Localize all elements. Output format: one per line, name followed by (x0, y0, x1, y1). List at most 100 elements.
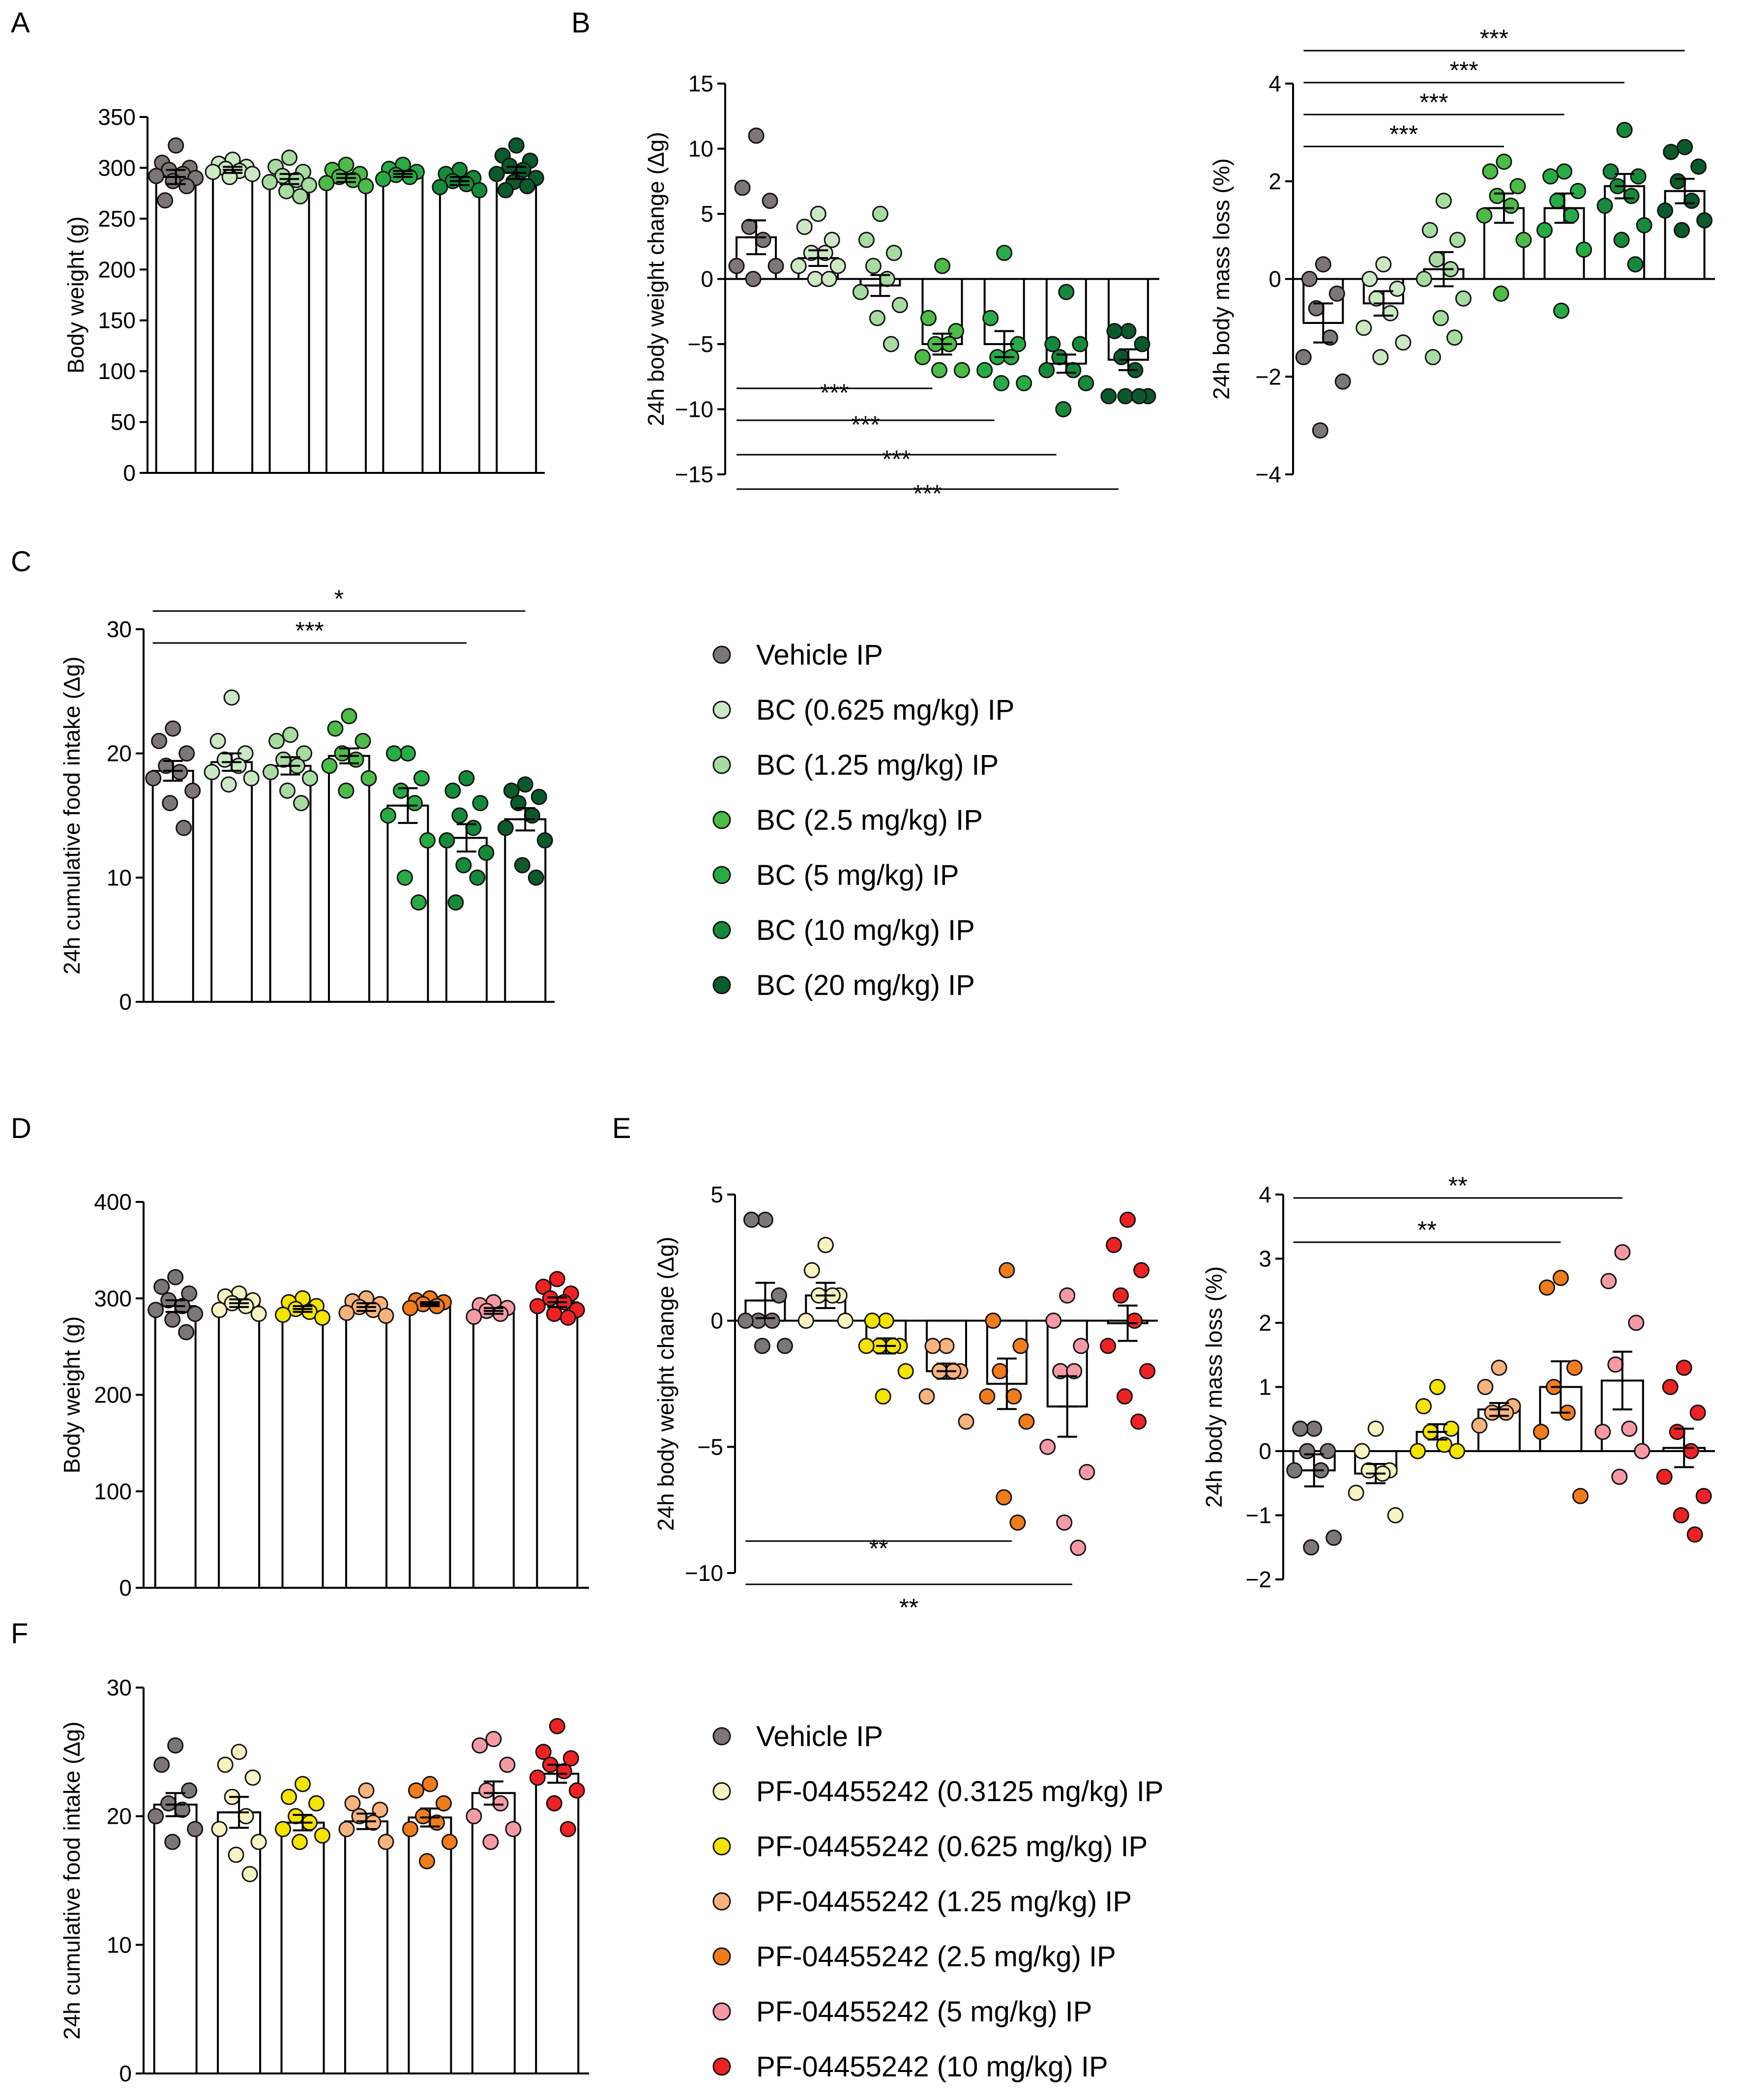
data-point (1073, 1338, 1090, 1354)
data-point (250, 1834, 267, 1850)
panel-label-a: A (11, 7, 30, 39)
data-point (164, 1311, 181, 1328)
y-tick-label: 0 (119, 2061, 132, 2086)
data-point (1489, 188, 1505, 204)
data-point (162, 795, 178, 812)
significance-label: *** (820, 379, 849, 407)
data-point (204, 764, 220, 781)
data-point (244, 1769, 261, 1786)
data-point (530, 788, 547, 805)
data-point (1059, 1287, 1076, 1304)
data-point (508, 137, 525, 154)
y-tick-label: 0 (710, 1308, 723, 1334)
data-point (1542, 168, 1559, 185)
data-point (562, 1750, 579, 1767)
data-point (754, 1338, 770, 1354)
data-point (1600, 1273, 1617, 1289)
legend-bc: Vehicle IP BC (0.625 mg/kg) IP BC (1.25 mg… (712, 639, 1014, 1001)
y-axis-title: 24h cumulative food intake (Δg) (59, 1721, 85, 2040)
data-point (568, 1782, 585, 1799)
data-point (1563, 207, 1580, 224)
data-point (1570, 183, 1587, 200)
data-point (1498, 1404, 1514, 1421)
y-tick-label: 400 (94, 1189, 132, 1215)
data-point (1044, 336, 1061, 352)
data-point (418, 1853, 435, 1869)
data-point (151, 732, 168, 749)
data-point (1348, 1485, 1364, 1501)
data-point (244, 166, 261, 182)
data-point (505, 1821, 522, 1838)
data-point (360, 770, 377, 787)
data-point (931, 362, 947, 379)
data-point (466, 1309, 482, 1325)
data-point (184, 782, 201, 799)
data-point (441, 1834, 458, 1850)
data-point (1674, 222, 1690, 238)
significance-label: *** (295, 617, 324, 644)
data-point (1429, 1379, 1446, 1395)
y-tick-label: −2 (1246, 1567, 1271, 1592)
y-tick-label: 4 (1268, 71, 1281, 96)
data-point (535, 1744, 552, 1760)
bar (280, 1821, 325, 2074)
data-point (1607, 1356, 1624, 1373)
data-point (1299, 1443, 1316, 1459)
data-point (1695, 1488, 1712, 1504)
data-point (268, 732, 285, 749)
data-point (1663, 144, 1679, 160)
data-point (1058, 284, 1075, 300)
data-point (1328, 285, 1345, 302)
legend-marker (712, 976, 731, 994)
y-tick-label: 0 (119, 989, 132, 1015)
data-point (147, 1302, 164, 1318)
data-point (1134, 336, 1150, 352)
data-point (1303, 1539, 1320, 1556)
data-point (1435, 193, 1452, 209)
bar (344, 1820, 388, 2074)
data-point (1432, 310, 1449, 326)
data-point (1496, 153, 1512, 170)
legend-label: BC (10 mg/kg) IP (756, 914, 975, 946)
data-point (1120, 323, 1137, 339)
data-point (217, 1756, 234, 1773)
significance-label: *** (851, 411, 880, 438)
data-point (764, 1312, 780, 1329)
data-point (471, 182, 488, 199)
data-point (934, 258, 950, 274)
y-tick-label: 300 (94, 1285, 132, 1311)
legend-label: PF-04455242 (5 mg/kg) IP (756, 1996, 1092, 2028)
y-axis-title: Body weight (g) (59, 1316, 85, 1474)
bar (218, 1302, 261, 1589)
data-point (282, 727, 299, 743)
data-point (1673, 1507, 1689, 1523)
data-point (281, 149, 298, 166)
significance-label: * (334, 585, 344, 612)
data-point (1106, 323, 1123, 339)
panel-label-f: F (11, 1618, 28, 1650)
data-point (1131, 388, 1148, 405)
data-point (1552, 1270, 1569, 1286)
data-point (824, 232, 840, 248)
data-point (365, 1814, 382, 1831)
data-point (187, 1306, 204, 1322)
panel-label-e: E (612, 1112, 631, 1144)
data-point (958, 1413, 974, 1430)
data-point (546, 1306, 562, 1322)
data-point (1387, 1507, 1404, 1523)
y-tick-label: 4 (1259, 1182, 1271, 1207)
data-point (524, 807, 540, 824)
data-point (1572, 1488, 1589, 1504)
y-tick-label: −10 (685, 1560, 723, 1586)
data-point (1038, 362, 1055, 379)
data-point (1689, 1404, 1706, 1421)
data-point (1130, 1413, 1147, 1430)
data-point (1382, 305, 1399, 321)
data-point (829, 258, 846, 274)
y-tick-label: 50 (111, 409, 136, 435)
data-point (176, 819, 192, 836)
legend-marker (712, 1782, 731, 1801)
data-point (1532, 1424, 1549, 1440)
data-point (879, 271, 895, 287)
data-point (734, 179, 751, 196)
